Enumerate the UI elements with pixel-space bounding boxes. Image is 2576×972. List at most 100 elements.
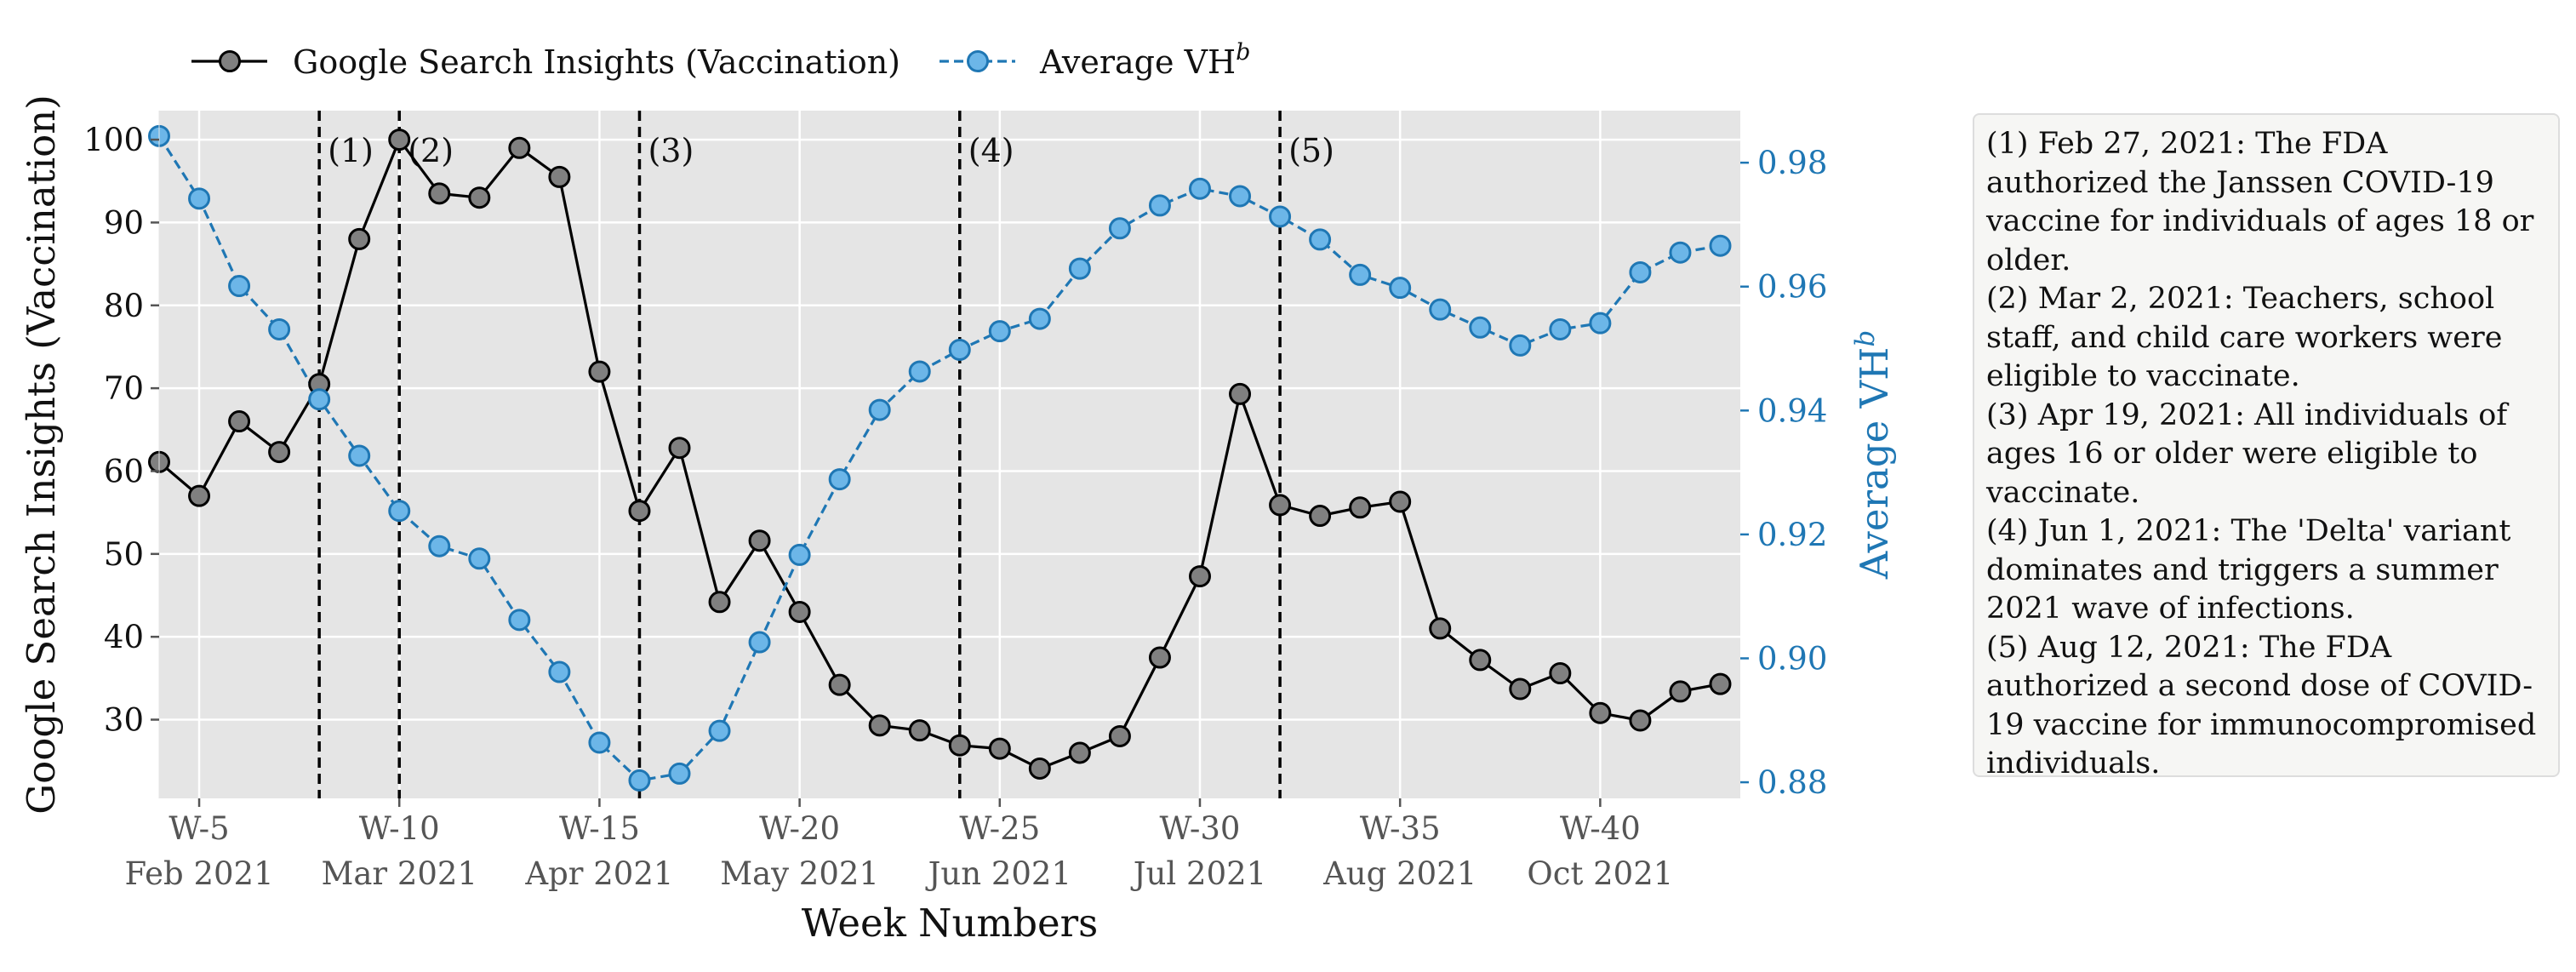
average-vh-point <box>1509 334 1532 357</box>
average-vh-point <box>1389 277 1412 300</box>
average-vh-point <box>1188 177 1211 200</box>
search-insights-point <box>1229 382 1252 405</box>
event-line-label: (5) <box>1288 132 1334 169</box>
y-axis-label-right-text: Average VH <box>1852 347 1897 580</box>
event-line-label: (2) <box>408 132 454 169</box>
search-insights-point <box>628 500 651 523</box>
bottom-tick-sublabel: May 2021 <box>720 855 879 892</box>
average-vh-point <box>228 275 251 298</box>
search-insights-point <box>828 673 851 696</box>
average-vh-point <box>468 547 491 570</box>
left-tick-label: 30 <box>104 702 144 739</box>
search-insights-point <box>588 360 611 383</box>
average-vh-point <box>1709 234 1732 257</box>
search-insights-point <box>1068 741 1091 764</box>
average-vh-point <box>1629 260 1652 283</box>
legend: Google Search Insights (Vaccination) Aver… <box>191 39 1250 81</box>
average-vh-point <box>268 317 291 340</box>
bottom-tick-label: W-25 <box>959 810 1040 847</box>
search-insights-point <box>1509 678 1532 700</box>
search-insights-point <box>468 186 491 209</box>
average-vh-point <box>508 609 531 632</box>
grid-lines <box>159 111 1740 798</box>
search-insights-point <box>1028 757 1051 780</box>
bottom-tick-sublabel: Oct 2021 <box>1527 855 1673 892</box>
search-insights-point <box>1309 505 1332 528</box>
search-insights-point <box>1269 494 1292 517</box>
legend-marker-search-insights <box>219 50 241 72</box>
left-tick-label: 100 <box>83 122 144 158</box>
average-vh-point <box>1669 241 1692 264</box>
average-vh-point <box>188 187 211 210</box>
average-vh-point <box>1028 307 1051 330</box>
search-insights-point <box>868 714 891 737</box>
average-vh-point <box>1229 185 1252 208</box>
legend-label-average-vh-text: Average VH <box>1039 43 1236 81</box>
left-tick-label: 40 <box>104 619 144 655</box>
event-line-label: (1) <box>328 132 374 169</box>
search-insights-point <box>348 227 371 250</box>
bottom-tick-sublabel: Apr 2021 <box>524 855 673 892</box>
right-tick-label: 0.88 <box>1757 764 1827 801</box>
bottom-tick-label: W-30 <box>1160 810 1241 847</box>
right-tick-label: 0.92 <box>1757 517 1827 553</box>
annotation-note-2: (2) Mar 2, 2021: Teachers, school staff,… <box>1986 282 2503 393</box>
left-tick-label: 60 <box>104 453 144 489</box>
y-axis-label-right: Average VHb <box>1850 330 1897 580</box>
axes: 30 40 50 60 70 80 90 100 0.88 0.90 0.92 0.94 0.96 0.9… <box>19 94 1897 946</box>
average-vh-point <box>388 500 411 523</box>
search-insights-point <box>428 182 451 205</box>
search-insights-point <box>388 129 411 152</box>
search-insights-point <box>948 734 971 757</box>
left-tick-label: 70 <box>104 370 144 407</box>
bottom-tick-sublabel: Jun 2021 <box>925 855 1071 892</box>
bottom-tick-label: W-40 <box>1560 810 1641 847</box>
series-markers <box>148 124 1732 792</box>
search-insights-point <box>908 719 931 742</box>
search-insights-point <box>228 410 251 433</box>
legend-label-average-vh: Average VHb <box>1039 39 1250 81</box>
left-tick-label: 50 <box>104 536 144 573</box>
average-vh-point <box>548 660 571 683</box>
average-vh-point <box>588 731 611 754</box>
search-insights-point <box>1629 709 1652 732</box>
bottom-tick-label: W-35 <box>1360 810 1441 847</box>
bottom-tick-label: W-20 <box>759 810 840 847</box>
annotation-note-1: (1) Feb 27, 2021: The FDA authorized the… <box>1986 127 2534 277</box>
x-axis-label: Week Numbers <box>802 901 1099 946</box>
legend-label-average-vh-superscript: b <box>1236 39 1250 66</box>
search-insights-point <box>1148 646 1171 669</box>
series-lines <box>157 134 1721 782</box>
bottom-tick-sublabel: Mar 2021 <box>321 855 477 892</box>
legend-label-search-insights: Google Search Insights (Vaccination) <box>293 43 900 81</box>
annotation-note-4: (4) Jun 1, 2021: The 'Delta' variant dom… <box>1986 514 2511 626</box>
annotation-note-3: (3) Apr 19, 2021: All individuals of age… <box>1986 397 2508 510</box>
search-insights-point <box>748 529 771 552</box>
average-vh-point <box>1108 217 1131 240</box>
event-lines: (1) (2) (3) (4) (5) <box>317 111 1334 798</box>
y-axis-label-left: Google Search Insights (Vaccination) <box>19 94 64 815</box>
bottom-tick-label: W-5 <box>168 810 229 847</box>
average-vh-point <box>1148 194 1171 217</box>
bottom-tick-sublabel: Feb 2021 <box>124 855 273 892</box>
search-insights-point <box>1108 724 1131 747</box>
average-vh-point <box>1309 228 1332 251</box>
average-vh-point <box>308 388 331 411</box>
search-insights-point <box>268 441 291 464</box>
average-vh-point <box>788 543 811 566</box>
average-vh-point <box>868 398 891 421</box>
average-vh-point <box>1469 316 1492 339</box>
search-insights-point <box>988 737 1011 760</box>
search-insights-point <box>668 437 691 460</box>
bottom-tick-label: W-15 <box>559 810 640 847</box>
search-insights-point <box>1469 649 1492 672</box>
search-insights-line <box>157 136 1721 770</box>
event-line-label: (3) <box>648 132 694 169</box>
search-insights-point <box>1669 680 1692 703</box>
search-insights-point <box>1549 662 1572 685</box>
average-vh-point <box>988 320 1011 343</box>
bottom-tick-sublabel: Aug 2021 <box>1322 855 1476 892</box>
event-line-label: (4) <box>968 132 1014 169</box>
average-vh-point <box>1589 312 1612 334</box>
